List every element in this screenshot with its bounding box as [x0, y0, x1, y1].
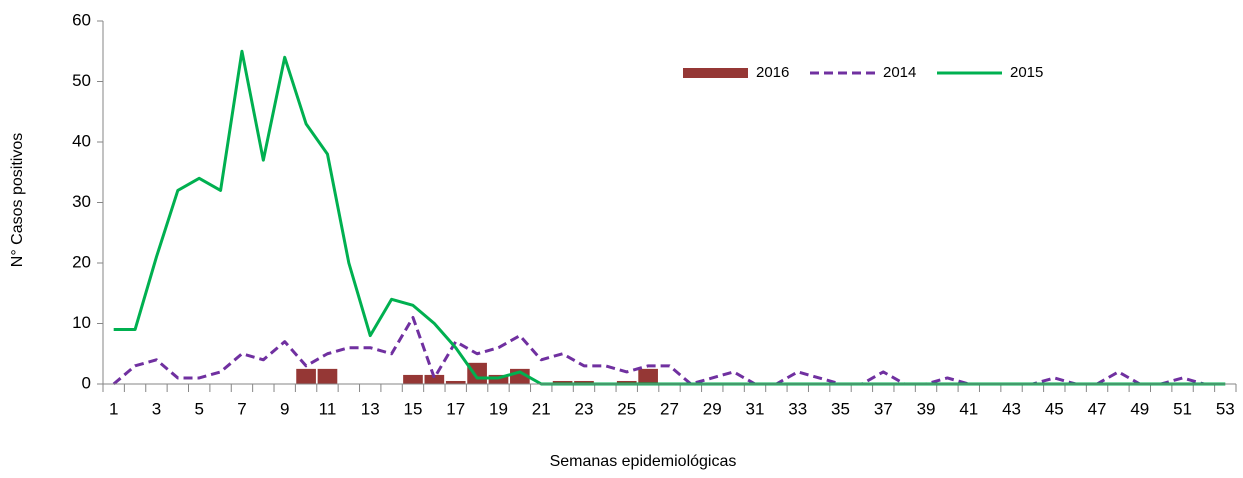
x-tick-label: 45	[1045, 399, 1064, 418]
x-tick-label: 17	[446, 399, 465, 418]
x-tick-label: 41	[959, 399, 978, 418]
x-axis-title: Semanas epidemiológicas	[550, 453, 737, 470]
y-tick-label: 30	[72, 192, 91, 211]
y-tick-label: 60	[72, 10, 91, 29]
x-tick-label: 9	[280, 399, 289, 418]
x-tick-label: 43	[1002, 399, 1021, 418]
x-tick-label: 7	[237, 399, 246, 418]
line-1	[112, 315, 1226, 386]
x-tick-label: 29	[703, 399, 722, 418]
x-tick-label: 27	[660, 399, 679, 418]
bar	[638, 368, 658, 384]
x-tick-label: 47	[1088, 399, 1107, 418]
y-tick-label: 20	[72, 252, 91, 271]
x-tick-label: 37	[874, 399, 893, 418]
y-tick-label: 50	[72, 71, 91, 90]
x-tick-label: 3	[152, 399, 161, 418]
legend-swatch	[683, 68, 748, 78]
line-2	[113, 49, 1226, 386]
x-tick-label: 23	[575, 399, 594, 418]
x-tick-label: 49	[1130, 399, 1149, 418]
bar	[445, 380, 466, 384]
legend-label: 2014	[883, 64, 916, 81]
x-tick-label: 31	[746, 399, 765, 418]
y-tick-label: 0	[82, 373, 91, 392]
x-tick-label: 21	[532, 399, 551, 418]
y-tick-label: 10	[72, 313, 91, 332]
bar	[552, 380, 573, 384]
x-tick-label: 25	[617, 399, 636, 418]
x-tick-label: 35	[831, 399, 850, 418]
bar	[296, 368, 316, 384]
legend-label: 2016	[756, 64, 789, 81]
y-tick-label: 40	[72, 131, 91, 150]
x-tick-label: 1	[109, 399, 118, 418]
x-tick-label: 11	[319, 399, 337, 418]
x-tick-label: 13	[361, 399, 380, 418]
x-tick-label: 5	[194, 399, 203, 418]
x-tick-label: 33	[788, 399, 807, 418]
y-axis-title: N° Casos positivos	[9, 133, 26, 267]
x-tick-label: 15	[404, 399, 423, 418]
bar	[424, 374, 445, 384]
x-tick-label: 39	[917, 399, 936, 418]
legend-label: 2015	[1010, 64, 1043, 81]
bar	[317, 368, 338, 384]
bar	[403, 374, 423, 384]
bar	[574, 380, 594, 384]
bar	[488, 374, 509, 384]
bar	[616, 380, 637, 384]
x-tick-label: 19	[489, 399, 508, 418]
x-tick-label: 51	[1173, 399, 1192, 418]
x-tick-label: 53	[1216, 399, 1235, 418]
